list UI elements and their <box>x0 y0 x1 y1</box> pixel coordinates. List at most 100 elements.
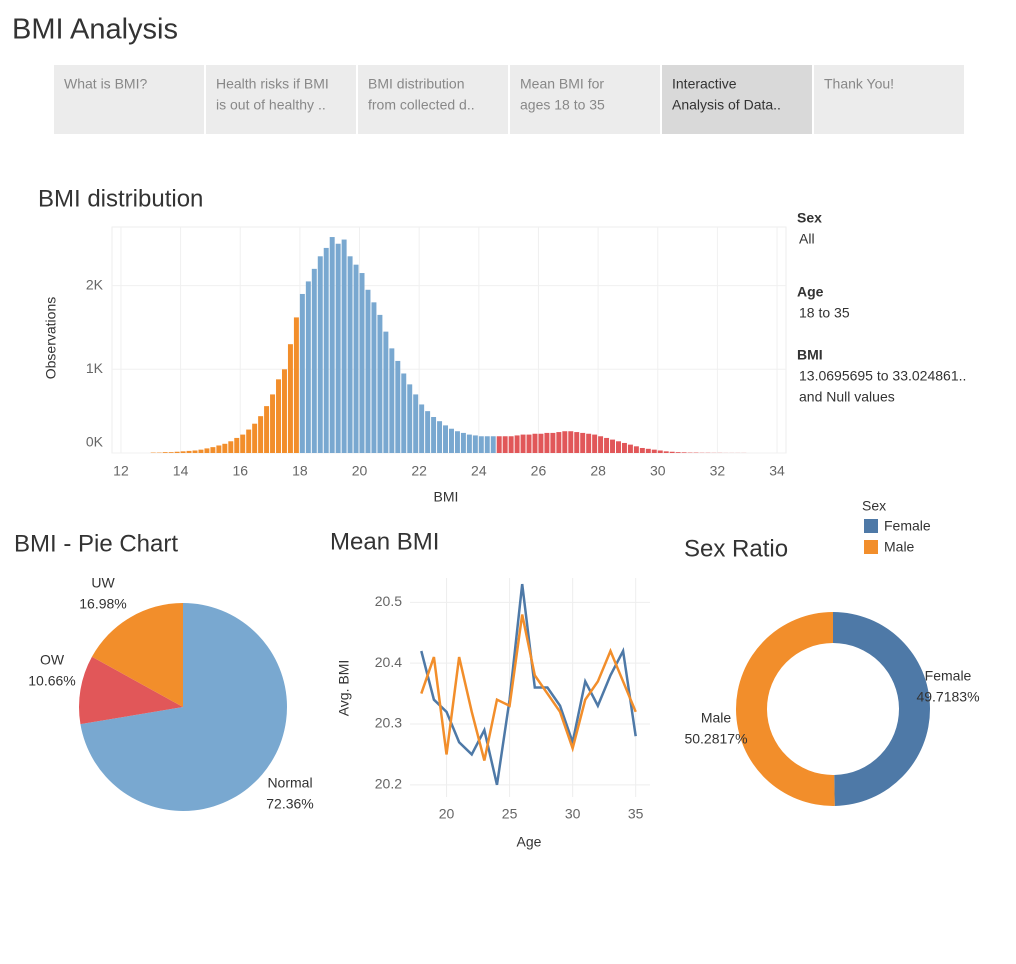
bar <box>281 369 287 453</box>
tab[interactable] <box>662 65 812 134</box>
bar <box>616 441 621 453</box>
chart-title: Mean BMI <box>330 528 439 555</box>
x-tick-label: 20 <box>352 463 368 479</box>
bar <box>335 243 341 453</box>
slice-label: Female <box>925 668 972 684</box>
tab[interactable] <box>358 65 508 134</box>
bar <box>532 433 538 453</box>
x-axis-label: BMI <box>434 489 459 505</box>
tab[interactable] <box>54 65 204 134</box>
y-tick-label: 20.3 <box>375 715 402 731</box>
bar <box>592 434 598 453</box>
bar <box>276 379 281 453</box>
slice-value: 16.98% <box>79 596 126 612</box>
tab[interactable] <box>814 65 964 134</box>
bar <box>514 435 520 453</box>
donut-segment <box>735 612 835 806</box>
bar <box>204 448 210 453</box>
legend-label: Male <box>884 539 915 555</box>
filter-value: and Null values <box>799 389 895 405</box>
bar <box>437 421 443 453</box>
bar <box>454 431 460 453</box>
bar <box>180 451 186 453</box>
bar <box>323 247 329 453</box>
slice-value: 49.7183% <box>916 689 979 705</box>
tab-label: Interactive <box>672 76 737 92</box>
x-tick-label: 20 <box>439 806 455 822</box>
bar <box>675 452 681 453</box>
filter-value: 18 to 35 <box>799 305 850 321</box>
y-tick-label: 20.5 <box>375 593 402 609</box>
bar <box>526 434 532 453</box>
legend-swatch <box>864 540 878 554</box>
x-tick-label: 25 <box>502 806 518 822</box>
bar <box>639 447 645 453</box>
x-tick-label: 26 <box>531 463 547 479</box>
tab-label: Thank You! <box>824 76 894 92</box>
bar <box>651 449 657 453</box>
y-axis-label: Observations <box>43 297 59 379</box>
bar <box>347 256 353 453</box>
bar <box>627 444 633 453</box>
tab-label: Analysis of Data.. <box>672 97 781 113</box>
bar <box>198 449 204 453</box>
x-tick-label: 32 <box>710 463 726 479</box>
bar <box>359 273 365 453</box>
bar <box>490 436 496 453</box>
page-title: BMI Analysis <box>12 14 178 46</box>
bar <box>186 450 192 453</box>
bar <box>562 431 568 453</box>
filter-value: All <box>799 231 815 247</box>
x-tick-label: 35 <box>628 806 644 822</box>
plot-area <box>111 226 787 454</box>
bar <box>645 448 651 453</box>
filter-label: Age <box>797 284 824 300</box>
bar <box>264 406 270 453</box>
slice-label: Male <box>701 710 732 726</box>
chart-title: Sex Ratio <box>684 535 788 562</box>
bar <box>610 439 616 453</box>
filter-value: 13.0695695 to 33.024861.. <box>799 368 966 384</box>
bar <box>544 432 550 453</box>
bar <box>305 281 311 453</box>
bar <box>341 239 347 453</box>
bar <box>395 360 401 453</box>
bar <box>407 384 413 453</box>
y-axis-label: Avg. BMI <box>336 660 352 717</box>
bar <box>443 425 448 453</box>
legend-swatch <box>864 519 878 533</box>
bar <box>425 411 431 453</box>
bar <box>377 314 383 453</box>
bar <box>270 394 276 453</box>
tab-label: Health risks if BMI <box>216 76 329 92</box>
pie-slice <box>91 603 183 707</box>
bar <box>317 256 323 453</box>
bar <box>449 428 454 453</box>
chart-title: BMI distribution <box>38 185 203 212</box>
x-axis-label: Age <box>517 834 542 850</box>
bar <box>496 436 502 453</box>
filter-label: BMI <box>797 347 823 363</box>
bar <box>502 436 508 453</box>
bar <box>568 431 574 453</box>
tab[interactable] <box>510 65 660 134</box>
bar <box>580 432 586 453</box>
bar <box>633 446 639 453</box>
legend-label: Female <box>884 518 931 534</box>
bar <box>478 436 484 453</box>
bar <box>258 416 264 453</box>
tab-label: What is BMI? <box>64 76 147 92</box>
bar <box>246 429 252 453</box>
slice-label: UW <box>91 575 115 591</box>
y-tick-label: 20.4 <box>375 654 402 670</box>
bar <box>252 423 258 453</box>
x-tick-label: 30 <box>650 463 666 479</box>
bar <box>210 447 216 453</box>
filter-label: Sex <box>797 210 822 226</box>
x-tick-label: 28 <box>590 463 606 479</box>
x-tick-label: 24 <box>471 463 487 479</box>
pie-slice <box>79 656 183 725</box>
bar <box>162 452 168 453</box>
tab[interactable] <box>206 65 356 134</box>
